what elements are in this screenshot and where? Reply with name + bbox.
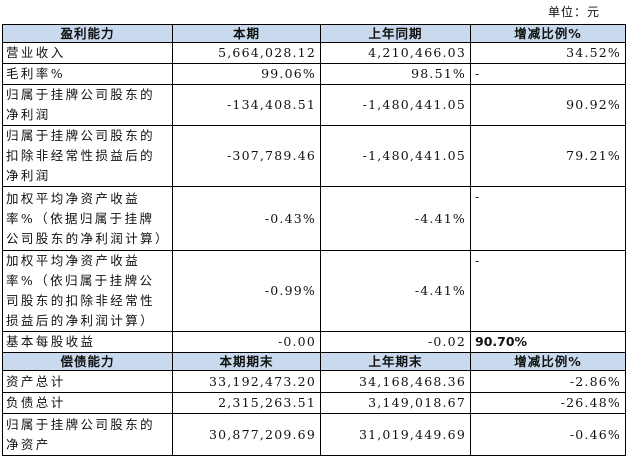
header-row: 盈利能力 本期 上年同期 增减比例% xyxy=(2,24,626,43)
table-cell: -0.99% xyxy=(172,250,321,332)
financial-table: 盈利能力 本期 上年同期 增减比例% 营业收入 5,664,028.12 4,210,466… xyxy=(2,24,626,456)
table-cell: 31,019,449.69 xyxy=(320,413,471,456)
table-cell: -4.41% xyxy=(320,250,471,332)
table-cell: 98.51% xyxy=(320,63,471,85)
table-cell: 营业收入 xyxy=(2,42,173,64)
table-cell: - xyxy=(470,186,626,251)
table-cell: 上年同期 xyxy=(320,24,471,43)
table-cell: 基本每股收益 xyxy=(2,331,173,353)
data-row: 加权平均净资产收益率%（依据归属于挂牌公司股东的净利润计算） -0.43% -4.4… xyxy=(2,186,626,251)
table-cell: 归属于挂牌公司股东的净利润 xyxy=(2,84,173,126)
table-cell: 上年期末 xyxy=(320,352,471,371)
header-row: 偿债能力 本期期末 上年期末 增减比例% xyxy=(2,352,626,371)
table-cell: 增减比例% xyxy=(470,24,626,43)
table-cell: 90.70% xyxy=(470,331,626,353)
table-cell: 盈利能力 xyxy=(2,24,173,43)
table-cell: -2.86% xyxy=(470,370,626,393)
table-cell: -134,408.51 xyxy=(172,84,321,126)
table-cell: 2,315,263.51 xyxy=(172,392,321,414)
table-cell: -0.02 xyxy=(320,331,471,353)
table-cell: 本期 xyxy=(172,24,321,43)
table-cell: -26.48% xyxy=(470,392,626,414)
table-cell: -1,480,441.05 xyxy=(320,125,471,187)
table-cell: -4.41% xyxy=(320,186,471,251)
data-row: 归属于挂牌公司股东的净资产 30,877,209.69 31,019,449.69-… xyxy=(2,413,626,456)
table-cell: 33,192,473.20 xyxy=(172,370,321,393)
table-cell: 99.06% xyxy=(172,63,321,85)
table-cell: 3,149,018.67 xyxy=(320,392,471,414)
table-cell: -0.00 xyxy=(172,331,321,353)
table-cell: -307,789.46 xyxy=(172,125,321,187)
data-row: 归属于挂牌公司股东的净利润 -134,408.51 -1,480,441.05 90.… xyxy=(2,84,626,126)
table-cell: 5,664,028.12 xyxy=(172,42,321,64)
table-cell: 30,877,209.69 xyxy=(172,413,321,456)
table-cell: 34.52% xyxy=(470,42,626,64)
table-cell: 增减比例% xyxy=(470,352,626,371)
data-row: 加权平均净资产收益率%（依归属于挂牌公司股东的扣除非经常性损益后的净利润计算） -… xyxy=(2,250,626,332)
table-cell: - xyxy=(470,250,626,332)
table-cell: 负债总计 xyxy=(2,392,173,414)
table-cell: 归属于挂牌公司股东的净资产 xyxy=(2,413,173,456)
table-cell: 加权平均净资产收益率%（依据归属于挂牌公司股东的净利润计算） xyxy=(2,186,173,251)
table-cell: 加权平均净资产收益率%（依归属于挂牌公司股东的扣除非经常性损益后的净利润计算） xyxy=(2,250,173,332)
table-cell: 本期期末 xyxy=(172,352,321,371)
table-cell: -0.46% xyxy=(470,413,626,456)
unit-label: 单位：元 xyxy=(548,5,601,19)
table-cell: 毛利率% xyxy=(2,63,173,85)
table-cell: 90.92% xyxy=(470,84,626,126)
table-cell: 偿债能力 xyxy=(2,352,173,371)
table-cell: 4,210,466.03 xyxy=(320,42,471,64)
data-row: 基本每股收益 -0.00 -0.02 90.70% xyxy=(2,331,626,353)
table-cell: -1,480,441.05 xyxy=(320,84,471,126)
table-cell: 归属于挂牌公司股东的扣除非经常性损益后的净利润 xyxy=(2,125,173,187)
data-row: 归属于挂牌公司股东的扣除非经常性损益后的净利润 -307,789.46 -1,480… xyxy=(2,125,626,187)
table-cell: - xyxy=(470,63,626,85)
data-row: 资产总计 33,192,473.20 34,168,468.36 -2.86% xyxy=(2,370,626,393)
data-row: 毛利率% 99.06% 98.51% - xyxy=(2,63,626,85)
table-body: 盈利能力 本期 上年同期 增减比例% 营业收入 5,664,028.12 4,210,466… xyxy=(2,24,626,456)
table-cell: 79.21% xyxy=(470,125,626,187)
table-cell: 资产总计 xyxy=(2,370,173,393)
data-row: 负债总计 2,315,263.51 3,149,018.67 -26.48% xyxy=(2,392,626,414)
table-cell: -0.43% xyxy=(172,186,321,251)
table-cell: 34,168,468.36 xyxy=(320,370,471,393)
data-row: 营业收入 5,664,028.12 4,210,466.03 34.52% xyxy=(2,42,626,64)
